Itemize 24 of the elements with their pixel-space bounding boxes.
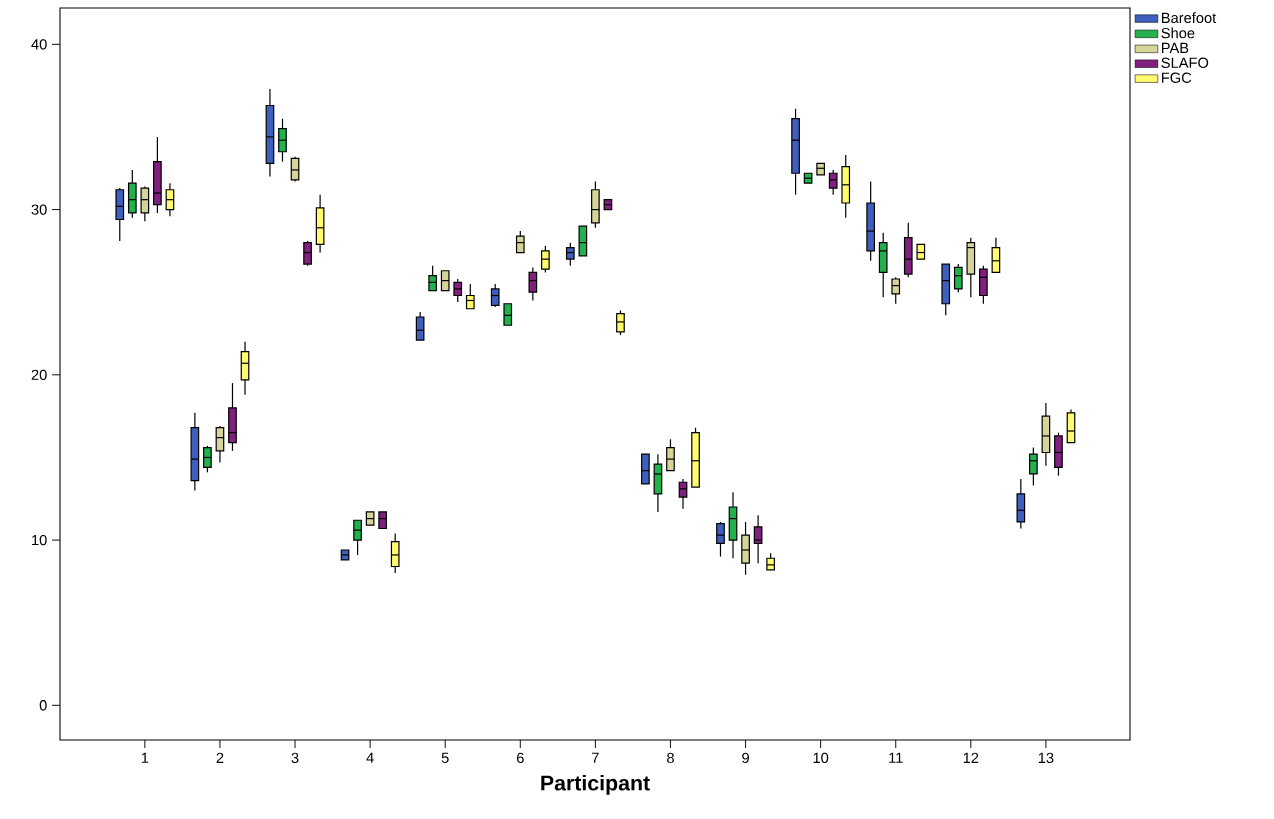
x-tick-label: 13 — [1038, 752, 1054, 764]
y-tick-label: 10 — [32, 534, 47, 546]
x-tick-label: 5 — [441, 752, 449, 763]
x-tick-label: 2 — [216, 752, 224, 763]
x-tick-label: 10 — [813, 752, 829, 764]
x-tick-label: 6 — [516, 752, 524, 764]
x-tick-label: 1 — [141, 752, 149, 763]
y-tick-label: 20 — [31, 369, 47, 381]
legend-label: FGC — [1162, 72, 1192, 83]
x-tick-label: 9 — [742, 752, 749, 764]
legend-label: PAB — [1162, 42, 1189, 53]
legend-label: SLAFO — [1161, 57, 1209, 68]
y-tick-label: 40 — [31, 39, 47, 50]
y-tick-label: 30 — [31, 204, 47, 215]
x-tick-label: 12 — [963, 752, 979, 763]
x-tick-label: 8 — [667, 752, 674, 764]
x-tick-label: 7 — [592, 752, 599, 763]
x-axis-title: Participant — [541, 774, 650, 795]
y-tick-label: 0 — [39, 700, 47, 711]
legend-label: Barefoot — [1162, 12, 1217, 24]
legend-label: Shoe — [1161, 27, 1195, 39]
x-tick-label: 4 — [366, 752, 374, 763]
x-tick-label: 3 — [291, 752, 299, 764]
x-tick-label: 11 — [889, 752, 903, 763]
